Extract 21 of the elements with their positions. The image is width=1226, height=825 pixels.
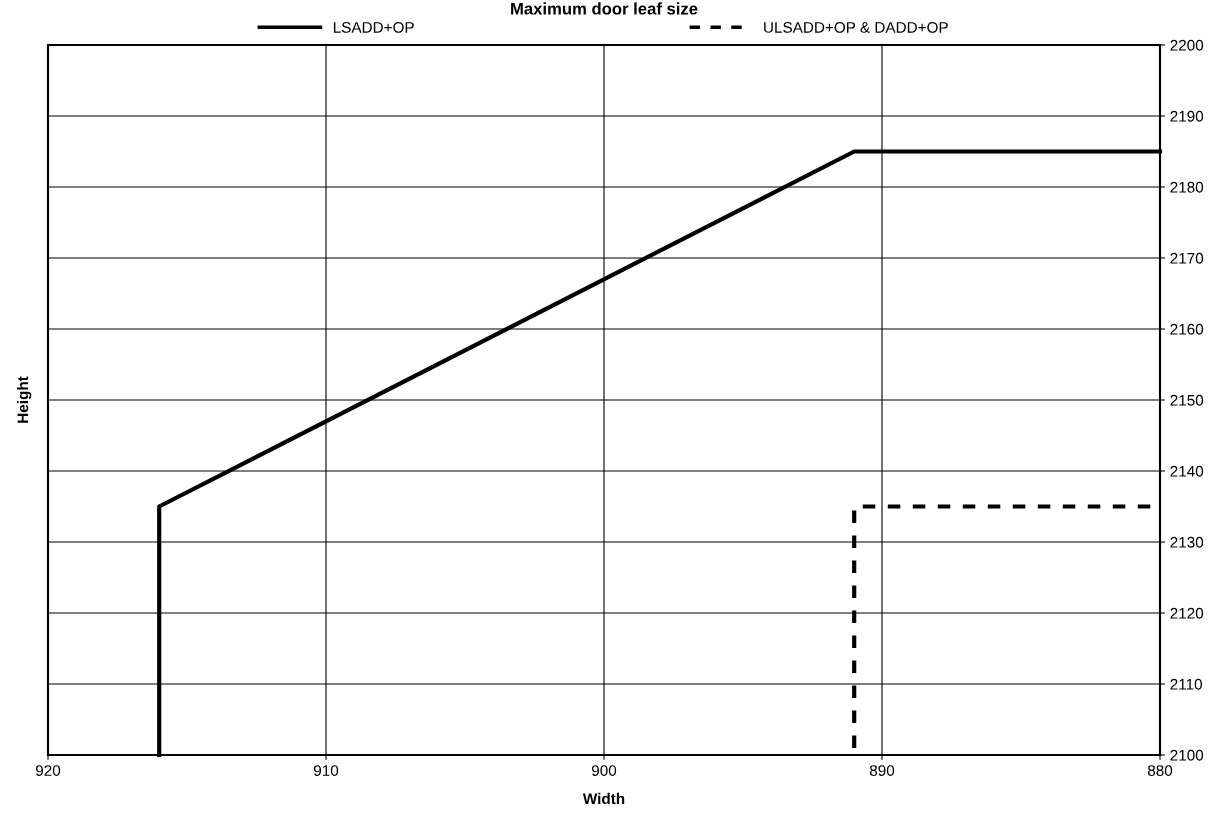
x-tick-label: 900	[591, 765, 617, 776]
x-tick-label: 880	[1147, 765, 1173, 776]
y-tick-label: 2180	[1170, 181, 1204, 193]
x-tick-label: 920	[35, 765, 61, 776]
y-axis-title: Height	[17, 376, 32, 423]
x-tick-label: 890	[869, 765, 895, 776]
legend-label: LSADD+OP	[333, 22, 414, 33]
y-tick-label: 2190	[1170, 110, 1204, 122]
y-tick-label: 2170	[1170, 252, 1204, 264]
y-tick-label: 2150	[1170, 394, 1204, 406]
y-tick-label: 2130	[1170, 536, 1204, 548]
y-tick-label: 2200	[1170, 39, 1204, 51]
y-tick-label: 2160	[1170, 323, 1204, 335]
y-tick-label: 2120	[1170, 607, 1204, 619]
y-tick-label: 2100	[1170, 749, 1204, 761]
legend-label: ULSADD+OP & DADD+OP	[764, 22, 948, 33]
y-tick-label: 2110	[1170, 678, 1202, 690]
x-tick-label: 910	[313, 765, 339, 776]
chart-title: Maximum door leaf size	[511, 2, 698, 15]
y-tick-label: 2140	[1170, 465, 1204, 477]
x-axis-title: Width	[582, 792, 625, 805]
